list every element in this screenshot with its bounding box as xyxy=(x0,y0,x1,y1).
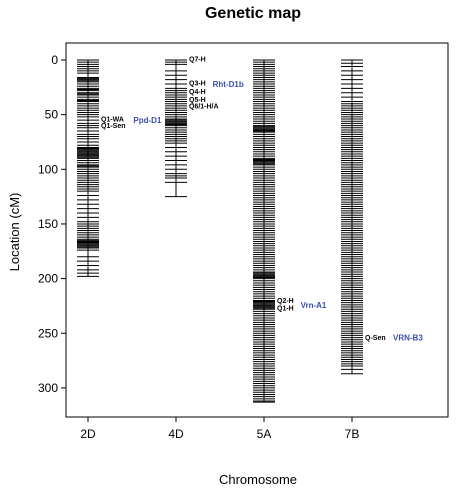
y-tick-label: 200 xyxy=(38,272,58,286)
x-tick-label: 2D xyxy=(80,427,96,441)
y-tick-label: 300 xyxy=(38,381,58,395)
qtl-label: Q1-Sen xyxy=(101,123,126,130)
qtl-label: Q-Sen xyxy=(365,335,386,342)
y-axis-label: Location (cM) xyxy=(7,193,22,272)
y-tick-label: 0 xyxy=(51,53,58,67)
x-tick-label: 4D xyxy=(168,427,184,441)
chromosome-4d: Q7-H Q3-H Q4-HQ5-HQ6/1-H/A Rht-D1b xyxy=(165,56,244,198)
qtl-label: Q3-H xyxy=(189,80,206,87)
chromosome-5a: Q2-HQ1-H Vrn-A1 xyxy=(253,59,327,403)
chromosome-7b: Q-Sen VRN-B3 xyxy=(341,59,423,375)
gene-label: Vrn-A1 xyxy=(301,301,327,310)
qtl-label: Q1-H xyxy=(277,306,294,313)
gene-label: Rht-D1b xyxy=(213,80,244,89)
y-axis: 0 50 100 150 200 250 300 xyxy=(38,53,66,395)
qtl-label: Q1-WA xyxy=(101,117,124,124)
y-tick-label: 100 xyxy=(38,162,58,176)
x-tick-label: 7B xyxy=(345,427,360,441)
x-tick-label: 5A xyxy=(257,427,272,441)
x-axis: 2D 4D 5A 7B xyxy=(80,417,359,441)
qtl-label: Q7-H xyxy=(189,56,206,63)
qtl-label: Q2-H xyxy=(277,298,294,305)
y-tick-label: 50 xyxy=(45,108,59,122)
qtl-label: Q6/1-H/A xyxy=(189,103,219,110)
gene-label: VRN-B3 xyxy=(393,334,423,343)
y-tick-label: 150 xyxy=(38,217,58,231)
x-axis-label: Chromosome xyxy=(219,472,297,487)
qtl-label: Q4-H xyxy=(189,89,206,96)
plot-frame xyxy=(65,42,449,418)
chart-title: Genetic map xyxy=(205,5,301,22)
gene-label: Ppd-D1 xyxy=(133,116,162,125)
qtl-label: Q5-H xyxy=(189,97,206,104)
y-tick-label: 250 xyxy=(38,326,58,340)
